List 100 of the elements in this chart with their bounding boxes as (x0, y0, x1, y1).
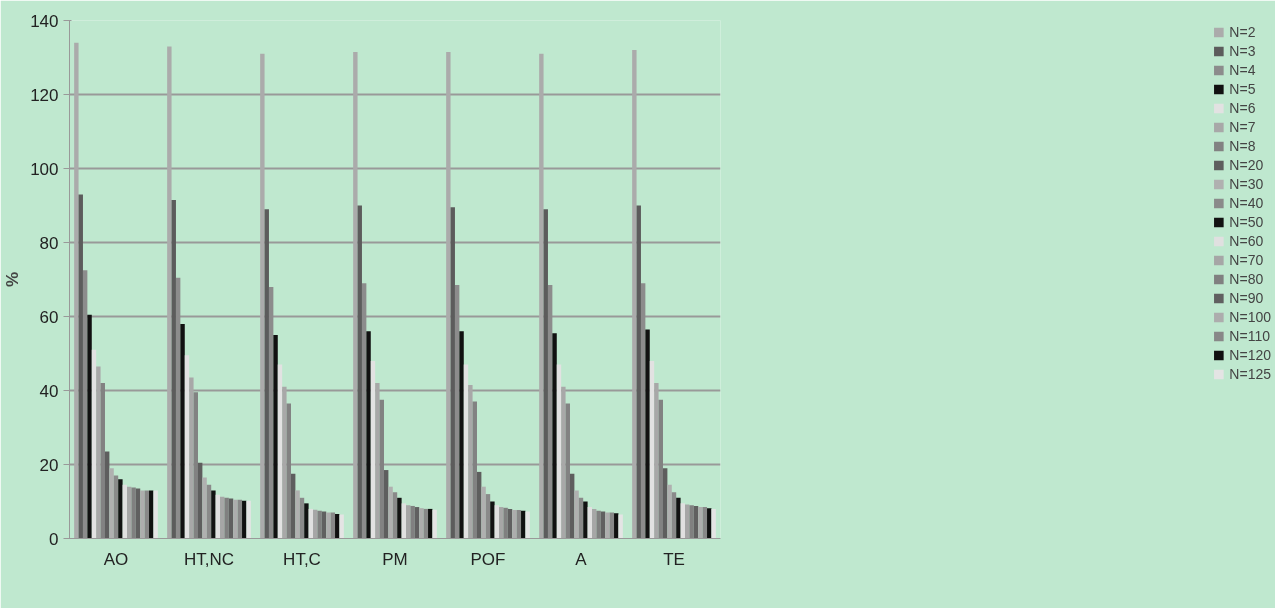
bar (144, 490, 150, 539)
bar (197, 462, 203, 539)
bar (574, 490, 579, 539)
y-tick-label: 60 (39, 307, 59, 327)
bar (246, 500, 251, 539)
y-tick-label: 120 (30, 85, 59, 105)
bar (565, 403, 570, 539)
bar (189, 377, 194, 539)
legend-label: N=3 (1229, 43, 1256, 59)
bar (74, 42, 79, 539)
bar (432, 509, 437, 539)
bar (419, 508, 424, 539)
bar (614, 513, 619, 539)
bar (596, 510, 601, 539)
bar (264, 209, 269, 539)
bar (193, 392, 198, 539)
bar (202, 477, 207, 539)
legend-label: N=100 (1229, 309, 1271, 325)
bar (260, 53, 265, 539)
bar (459, 331, 464, 539)
legend-label: N=70 (1229, 252, 1264, 268)
bar (184, 355, 190, 539)
y-tick-label: 20 (39, 455, 59, 475)
bar (317, 510, 322, 539)
bar (685, 504, 690, 539)
bar (211, 490, 216, 539)
bar (370, 360, 376, 539)
legend-label: N=90 (1229, 290, 1264, 306)
bar (290, 473, 296, 539)
bar (618, 514, 623, 539)
legend-label: N=40 (1229, 195, 1264, 211)
bar (658, 399, 663, 539)
bar (282, 386, 287, 539)
bar (556, 364, 562, 539)
bar (277, 364, 283, 539)
legend-label: N=60 (1229, 233, 1264, 249)
bar (490, 501, 495, 539)
bar (503, 507, 508, 539)
bar (539, 53, 544, 539)
bar (206, 484, 212, 539)
bar (171, 199, 176, 539)
bar (295, 490, 300, 539)
legend-label: N=6 (1229, 100, 1256, 116)
bar (109, 468, 114, 539)
bar (543, 209, 548, 539)
bar (645, 329, 650, 539)
bar (676, 497, 681, 539)
bar (406, 505, 411, 539)
legend-label: N=125 (1229, 366, 1271, 382)
bar (104, 451, 110, 539)
bar (87, 314, 92, 539)
bar (654, 383, 659, 539)
bar (357, 205, 362, 539)
bar (640, 283, 646, 539)
bar (304, 503, 309, 539)
bar (667, 484, 672, 539)
bar (450, 207, 455, 539)
legend-label: N=30 (1229, 176, 1264, 192)
bar (463, 364, 469, 539)
bar (140, 490, 145, 539)
bar (583, 501, 588, 539)
legend-label: N=80 (1229, 271, 1264, 287)
bar (561, 386, 566, 539)
y-axis-title: % (3, 271, 23, 288)
bar (481, 486, 486, 539)
bar (167, 46, 172, 539)
bar (671, 492, 677, 539)
x-tick-label: PM (382, 549, 408, 569)
bar (446, 51, 451, 539)
bar (383, 470, 389, 539)
bar (525, 511, 530, 539)
bar (273, 335, 278, 539)
bar (78, 194, 83, 539)
bar (485, 494, 491, 539)
x-tick-label: HT,NC (183, 549, 235, 569)
legend-label: N=4 (1229, 62, 1256, 78)
bar (82, 270, 88, 539)
bar (401, 503, 407, 539)
bar (600, 511, 606, 539)
legend-label: N=2 (1229, 24, 1256, 40)
bar (286, 403, 291, 539)
bar (153, 490, 158, 539)
bar (397, 497, 402, 539)
bar (632, 50, 637, 539)
bar (100, 383, 105, 539)
bar (512, 510, 517, 539)
bar (149, 490, 154, 539)
legend-label: N=5 (1229, 81, 1256, 97)
y-tick-label: 80 (39, 233, 59, 253)
bar (215, 494, 221, 539)
bar (468, 384, 473, 539)
bar (361, 283, 367, 539)
bar (552, 333, 557, 539)
bar (693, 505, 699, 539)
bar (224, 497, 229, 539)
bar (96, 366, 101, 539)
x-tick-label: A (575, 549, 588, 569)
x-tick-label: POF (470, 549, 506, 569)
legend-label: N=20 (1229, 157, 1264, 173)
bar (547, 285, 553, 539)
